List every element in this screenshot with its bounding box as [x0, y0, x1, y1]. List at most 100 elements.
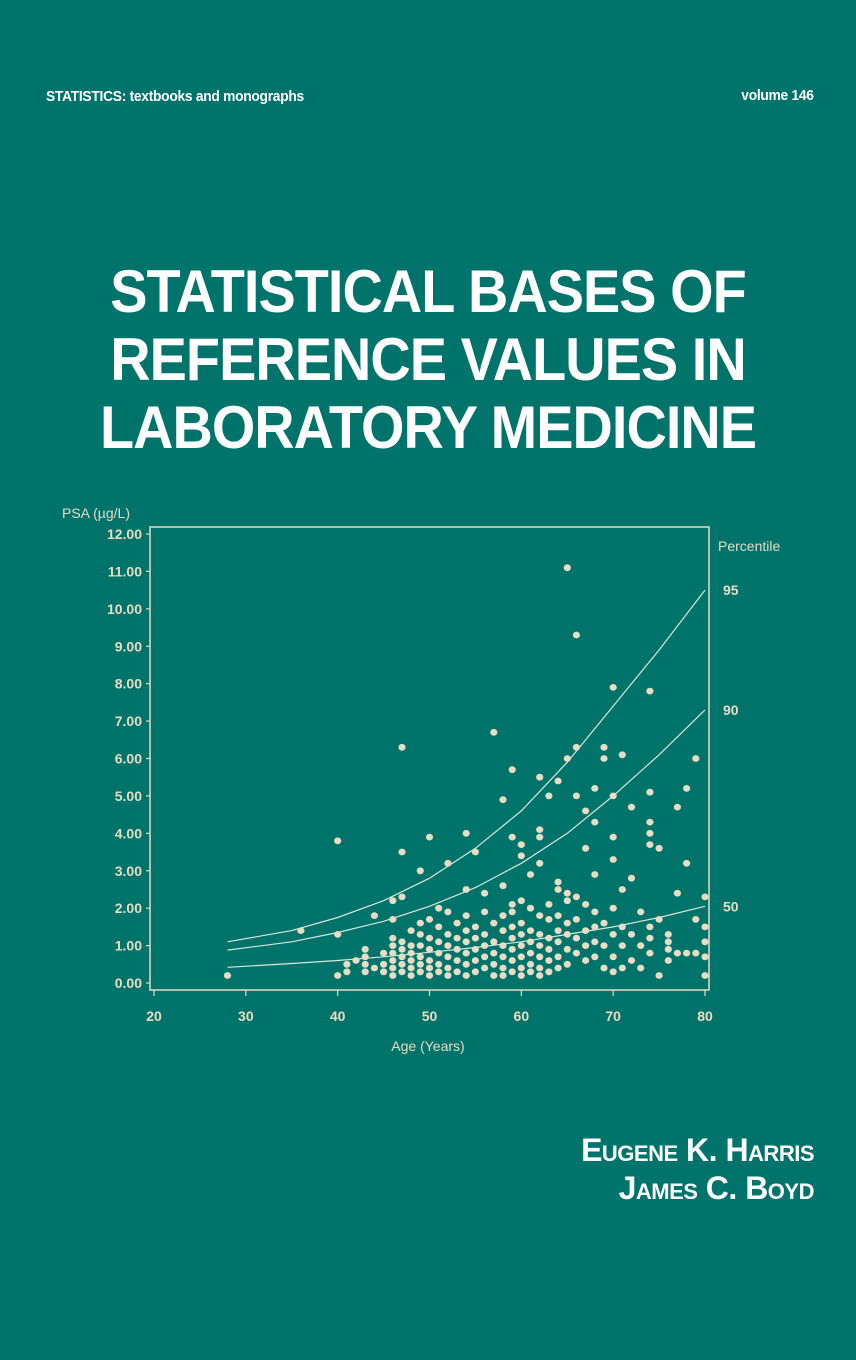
data-point [563, 960, 571, 968]
data-point [425, 945, 434, 953]
data-point [618, 923, 626, 931]
data-point [508, 934, 516, 942]
data-point [334, 837, 342, 845]
data-point [389, 942, 397, 949]
data-point [554, 912, 562, 919]
data-point [407, 964, 415, 972]
data-point [664, 957, 672, 964]
data-point [380, 960, 388, 968]
data-point [462, 972, 470, 979]
data-point [572, 743, 581, 751]
data-point [655, 916, 663, 923]
x-axis-title: Age (Years) [391, 1038, 464, 1054]
data-point [462, 938, 470, 946]
data-point [582, 844, 590, 852]
data-point [416, 960, 424, 968]
data-point [554, 927, 562, 934]
data-point [490, 949, 498, 957]
data-point [462, 927, 470, 934]
data-point [536, 859, 544, 867]
data-point [536, 912, 544, 919]
data-point [471, 848, 479, 856]
data-point [646, 788, 654, 796]
data-point [389, 964, 397, 972]
y-tick-label: 1.00 [115, 938, 142, 954]
data-point [471, 945, 479, 953]
data-point [545, 945, 553, 953]
data-point [600, 743, 608, 751]
data-point [536, 931, 544, 938]
percentile-curve-95 [227, 589, 706, 943]
data-point [453, 919, 461, 927]
data-point [646, 934, 654, 942]
data-point [609, 968, 617, 976]
data-point [407, 927, 415, 934]
data-point [554, 953, 562, 961]
y-tick-label: 2.00 [115, 900, 142, 916]
y-tick-label: 11.00 [108, 563, 142, 579]
data-point [398, 960, 406, 968]
data-point [554, 777, 562, 785]
data-point [673, 889, 682, 897]
data-point [416, 942, 424, 949]
data-point [398, 945, 406, 953]
data-point [609, 904, 617, 912]
author-2: James C. Boyd [618, 1170, 815, 1206]
data-point [380, 968, 388, 976]
data-point [361, 968, 369, 976]
data-point [334, 972, 342, 979]
data-point [499, 927, 507, 934]
data-point [471, 923, 479, 931]
data-point [444, 964, 452, 972]
data-point [646, 687, 654, 695]
data-point [517, 841, 525, 848]
data-point [453, 934, 461, 942]
data-point [591, 923, 599, 931]
data-point [609, 833, 617, 841]
data-point [637, 908, 645, 916]
data-point [526, 927, 535, 934]
data-point [425, 916, 434, 923]
data-point [444, 972, 452, 979]
data-point [444, 953, 452, 961]
data-point [435, 960, 443, 968]
data-point [545, 957, 553, 964]
data-point [536, 826, 544, 833]
data-point [389, 916, 397, 923]
x-tick-label: 80 [697, 1008, 713, 1024]
data-point [701, 923, 709, 931]
data-point [481, 964, 489, 972]
data-point [673, 803, 682, 811]
data-point [536, 972, 544, 979]
data-point [435, 949, 443, 957]
data-point [536, 953, 544, 961]
percentile-curves [227, 589, 706, 968]
data-point [444, 859, 452, 867]
y-tick-label: 7.00 [115, 713, 142, 729]
data-point [563, 919, 571, 927]
data-point [481, 942, 489, 949]
data-point [297, 927, 305, 934]
data-point [508, 923, 516, 931]
percentile-curve-90 [227, 709, 706, 951]
data-point [361, 945, 369, 953]
data-point [416, 968, 424, 976]
data-point [655, 844, 663, 852]
data-point [425, 972, 434, 979]
data-point [416, 919, 424, 927]
data-point [600, 919, 608, 927]
data-point [517, 931, 525, 938]
data-point [664, 945, 672, 953]
y-tick-label: 5.00 [115, 788, 142, 804]
data-point [692, 949, 700, 957]
data-point [572, 934, 581, 942]
series-name: STATISTICS: textbooks and monographs [46, 88, 304, 105]
data-point [499, 964, 507, 972]
x-tick-label: 50 [422, 1008, 438, 1024]
data-point [572, 893, 581, 901]
data-point [389, 897, 397, 905]
x-tick-label: 40 [330, 1008, 346, 1024]
data-point [435, 904, 443, 912]
data-point [508, 833, 516, 841]
